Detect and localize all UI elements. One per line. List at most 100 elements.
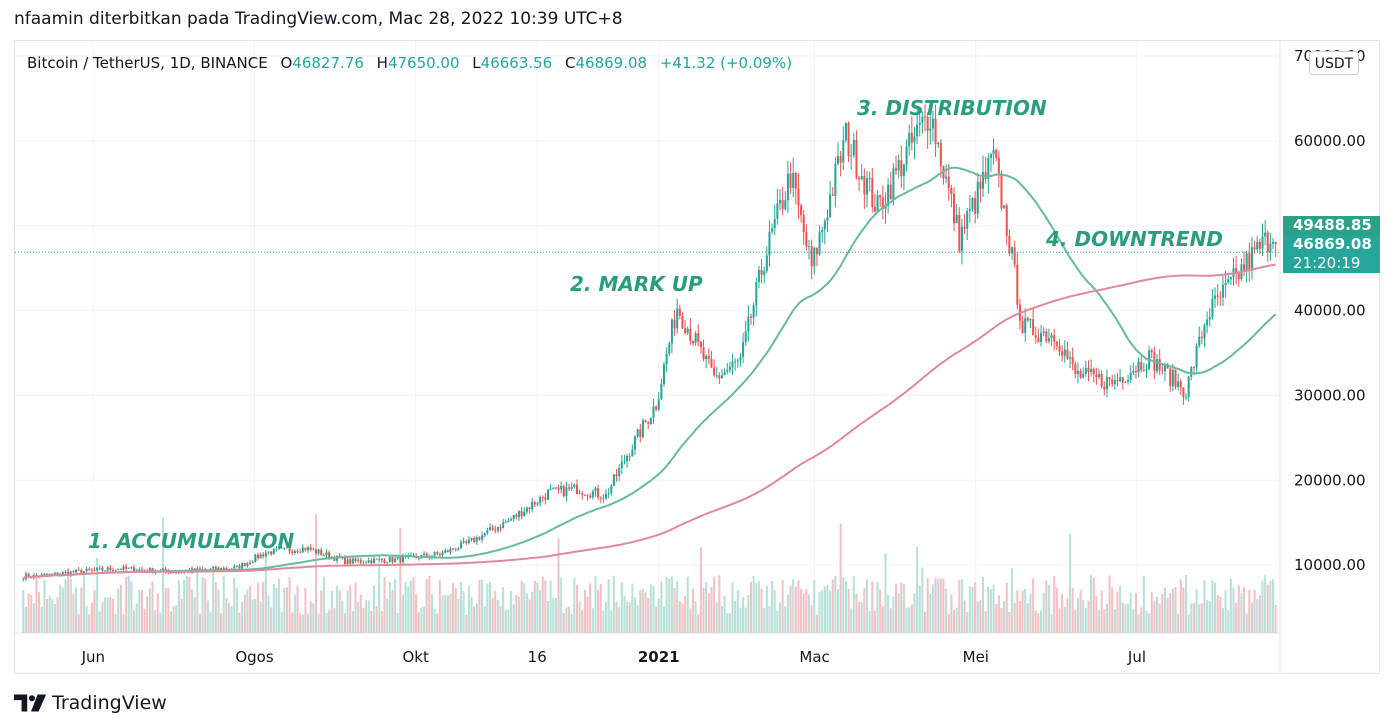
candle-body (974, 197, 977, 214)
candle-body (953, 193, 956, 224)
volume-bar (744, 607, 747, 633)
candle-body (597, 488, 600, 498)
candle-body (823, 220, 826, 230)
candle-body (581, 493, 584, 495)
volume-bar (1087, 600, 1090, 633)
volume-bar (1055, 587, 1058, 633)
volume-bar (204, 578, 207, 633)
candle-body (1227, 279, 1230, 283)
volume-bar (172, 606, 175, 633)
volume-bar (1269, 580, 1272, 633)
candle-body (631, 449, 634, 457)
volume-bar (533, 580, 536, 633)
volume-bar (233, 577, 236, 633)
volume-bar (918, 585, 921, 633)
candle-body (913, 136, 916, 143)
volume-bar (441, 595, 444, 633)
candle-body (1192, 367, 1195, 368)
volume-bar (860, 601, 863, 633)
candle-body (75, 569, 78, 573)
volume-bar (491, 598, 494, 633)
volume-bar (1061, 594, 1064, 633)
candle-body (162, 568, 165, 571)
volume-bar (212, 571, 215, 633)
candle-body (847, 123, 850, 157)
volume-bar (420, 607, 423, 633)
volume-bar (162, 517, 165, 633)
candle-body (860, 176, 863, 180)
candle-body (1195, 345, 1198, 368)
candle-body (1087, 367, 1090, 373)
candle-body (301, 547, 304, 553)
volume-bar (246, 589, 249, 633)
volume-bar (892, 596, 895, 633)
volume-bar (436, 613, 439, 633)
countdown-tag: 21:20:19 (1283, 254, 1380, 273)
x-tick-label: Mac (799, 648, 829, 666)
candle-body (850, 155, 853, 157)
volume-bar (792, 579, 795, 633)
currency-button[interactable]: USDT (1309, 51, 1359, 75)
candle-body (813, 247, 816, 267)
volume-bar (742, 597, 745, 633)
volume-bar (929, 593, 932, 633)
volume-bar (694, 601, 697, 633)
volume-bar (264, 554, 267, 633)
volume-bar (486, 583, 489, 633)
volume-bar (367, 600, 370, 633)
brand[interactable]: TradingView (14, 690, 167, 716)
volume-bar (789, 585, 792, 633)
volume-bar (757, 581, 760, 633)
volume-bar (831, 579, 834, 633)
candle-body (1261, 236, 1264, 249)
candle-body (681, 315, 684, 329)
x-tick-label: Jul (1127, 648, 1146, 666)
volume-bar (96, 557, 99, 633)
volume-bar (457, 598, 460, 633)
candle-body (475, 537, 478, 542)
volume-bar (578, 601, 581, 633)
candle-body (401, 556, 405, 563)
volume-bar (705, 582, 708, 633)
volume-bar (359, 594, 362, 633)
candle-body (844, 123, 847, 141)
candle-body (710, 359, 713, 368)
candle-body (560, 485, 563, 490)
volume-bar (206, 600, 209, 633)
candle-body (945, 176, 948, 179)
volume-bar (536, 582, 539, 633)
candle-body (409, 554, 412, 556)
volume-bar (465, 614, 468, 633)
candle-body (660, 383, 663, 400)
candle-body (1074, 364, 1077, 375)
volume-bar (67, 567, 70, 633)
candle-body (106, 567, 109, 571)
volume-bar (1192, 603, 1195, 633)
candle-body (433, 552, 436, 556)
candle-body (586, 494, 589, 496)
volume-bar (897, 593, 900, 633)
candle-body (473, 537, 476, 542)
candle-body (984, 172, 987, 179)
candle-body (119, 568, 122, 570)
volume-bar (478, 579, 481, 633)
volume-bar (1264, 575, 1267, 633)
candle-body (251, 562, 254, 563)
volume-bar (227, 602, 230, 633)
volume-bar (924, 611, 927, 633)
close-label: C (565, 54, 576, 72)
candle-body (939, 143, 942, 167)
candle-body (90, 569, 93, 571)
volume-bar (106, 597, 109, 633)
candle-body (760, 270, 763, 275)
volume-bar (249, 586, 252, 633)
volume-bar (336, 585, 339, 633)
candle-body (1113, 380, 1116, 384)
candle-body (48, 573, 51, 575)
volume-bar (304, 588, 307, 633)
candle-body (734, 361, 737, 363)
candle-body (747, 316, 750, 332)
candle-body (114, 569, 117, 571)
volume-bar (1208, 601, 1211, 633)
